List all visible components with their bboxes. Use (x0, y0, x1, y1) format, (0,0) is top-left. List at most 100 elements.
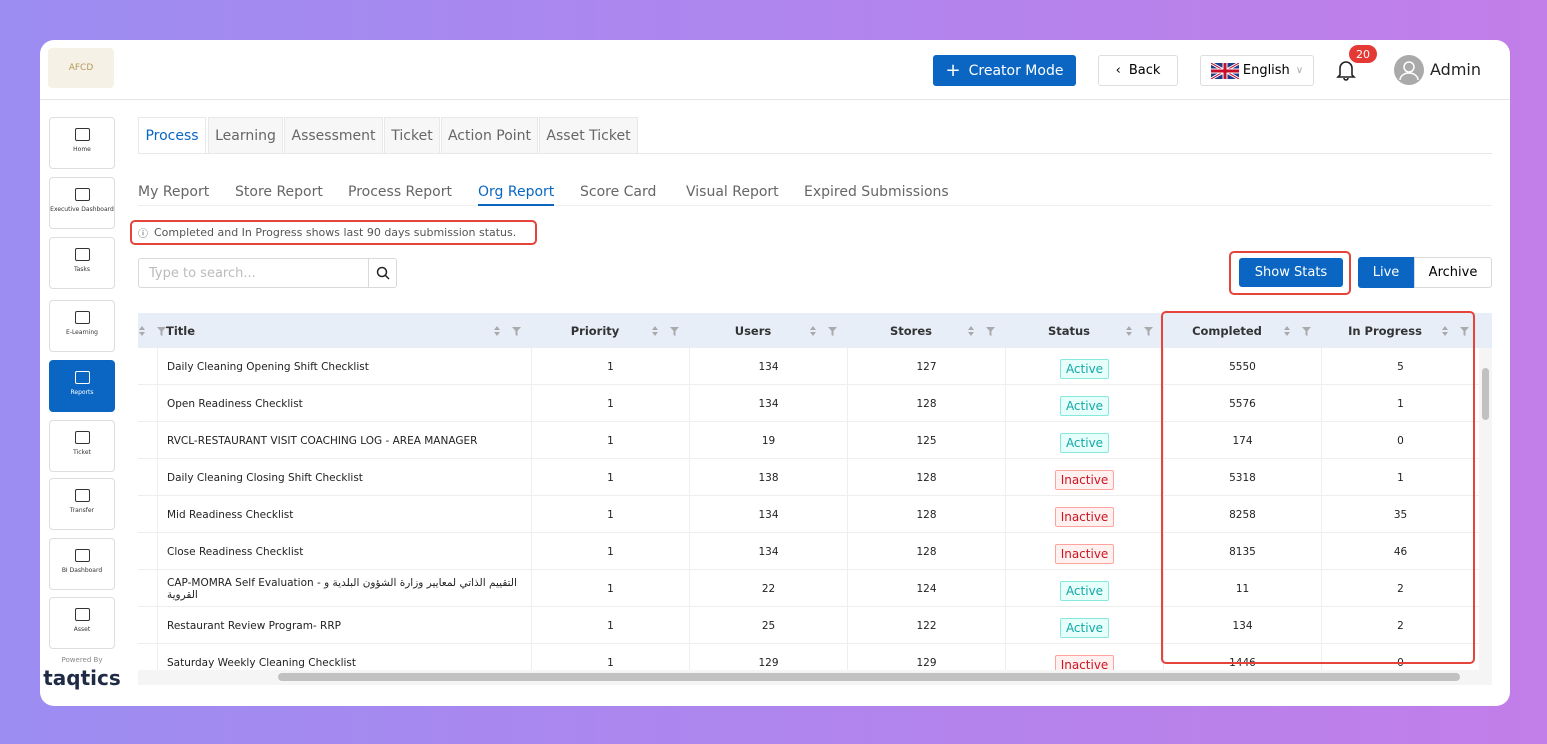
status-badge: Inactive (1054, 506, 1115, 527)
show-stats-button[interactable]: Show Stats (1239, 258, 1343, 287)
sort-filter-icons[interactable] (138, 325, 168, 337)
column-header: Stores (890, 323, 932, 338)
table-row: Close Readiness Checklist 1 134 128 Inactive… (138, 533, 1479, 570)
table-cell: 138 (689, 459, 847, 496)
tab[interactable]: Learning (208, 117, 283, 154)
search-box[interactable]: Type to search... (138, 258, 397, 288)
tab[interactable]: Assessment (284, 117, 383, 154)
status-badge: Inactive (1054, 654, 1115, 670)
table-row: Saturday Weekly Cleaning Checklist 1 129 12… (138, 644, 1479, 670)
sidebar-label: Reports (70, 389, 94, 396)
icon (75, 489, 90, 502)
h-scrollbar[interactable] (138, 670, 1492, 685)
icon (75, 188, 90, 201)
table-cell: 134 (1163, 607, 1321, 644)
table-row: Daily Cleaning Closing Shift Checklist 1 1… (138, 459, 1479, 496)
icon (75, 431, 90, 444)
creator-mode-button[interactable]: + Creator Mode (933, 55, 1076, 86)
search-icon[interactable] (368, 259, 397, 287)
subtab[interactable]: Store Report (235, 184, 323, 200)
table-cell: 1 (531, 644, 689, 670)
back-button[interactable]: ‹ Back (1098, 55, 1178, 86)
header: AFCD + Creator Mode ‹ Back English ∨ 20 Adm… (40, 40, 1510, 100)
powered-by: Powered By (61, 656, 103, 664)
sidebar-item[interactable]: Tasks (49, 237, 115, 289)
archive-toggle[interactable]: Archive (1414, 257, 1492, 288)
tab[interactable]: Process (138, 117, 206, 154)
sidebar-label: Executive Dashboard (50, 206, 114, 213)
table-cell: Daily Cleaning Opening Shift Checklist (157, 348, 531, 385)
v-scrollbar[interactable] (1479, 348, 1492, 670)
scroll-thumb[interactable] (278, 673, 1460, 681)
sort-filter-icons[interactable] (1441, 325, 1471, 337)
label: Creator Mode (968, 62, 1064, 79)
sidebar-item[interactable]: Executive Dashboard (49, 177, 115, 229)
tab[interactable]: Asset Ticket (539, 117, 638, 154)
column-header: Users (734, 323, 772, 338)
sort-filter-icons[interactable] (1283, 325, 1313, 337)
sort-filter-icons[interactable] (967, 325, 997, 337)
sidebar-item[interactable]: Transfer (49, 478, 115, 530)
table-row: Restaurant Review Program- RRP 1 25 122 Acti… (138, 607, 1479, 644)
table-cell: CAP-MOMRA Self Evaluation - التقييم الذا… (157, 570, 531, 607)
sort-filter-icons[interactable] (1125, 325, 1155, 337)
sidebar-item[interactable]: BI Dashboard (49, 538, 115, 590)
table-cell: 1 (531, 422, 689, 459)
notice-text: Completed and In Progress shows last 90 … (154, 226, 517, 239)
live-toggle[interactable]: Live (1358, 257, 1414, 288)
status-badge: Active (1059, 395, 1110, 416)
sidebar-label: Ticket (73, 449, 91, 456)
avatar[interactable] (1394, 55, 1424, 85)
status-badge: Inactive (1054, 469, 1115, 490)
icon (75, 549, 90, 562)
scroll-thumb[interactable] (1482, 368, 1489, 420)
table-cell: 5550 (1163, 348, 1321, 385)
column-header: Completed (1192, 323, 1262, 338)
sidebar-item[interactable]: Home (49, 117, 115, 169)
table-cell: 1 (531, 385, 689, 422)
table-cell: 2 (1321, 607, 1479, 644)
table-cell: Inactive (1005, 644, 1163, 670)
column-header: Status (1047, 323, 1091, 338)
subtab[interactable]: My Report (138, 184, 210, 200)
sidebar-item[interactable]: Ticket (49, 420, 115, 472)
table-cell: 122 (847, 607, 1005, 644)
table-cell: 0 (1321, 422, 1479, 459)
table-cell: Restaurant Review Program- RRP (157, 607, 531, 644)
subtab[interactable]: Visual Report (686, 184, 779, 200)
table-cell: 22 (689, 570, 847, 607)
table-cell: 125 (847, 422, 1005, 459)
flag (1210, 62, 1239, 79)
label: English (1242, 63, 1290, 78)
sidebar: Powered By taqtics Home Executive Dashboa… (40, 100, 130, 706)
status-badge: Active (1059, 432, 1110, 453)
table-cell: 11 (1163, 570, 1321, 607)
bell-icon[interactable] (1336, 59, 1356, 81)
table-row: Daily Cleaning Opening Shift Checklist 1 1… (138, 348, 1479, 385)
language-select[interactable]: English ∨ (1200, 55, 1314, 86)
sidebar-item[interactable]: E-Learning (49, 300, 115, 352)
table-cell: Active (1005, 422, 1163, 459)
sort-filter-icons[interactable] (651, 325, 681, 337)
tab[interactable]: Ticket (384, 117, 440, 154)
sort-filter-icons[interactable] (809, 325, 839, 337)
user-name[interactable]: Admin (1430, 60, 1481, 79)
search-placeholder: Type to search... (149, 266, 256, 281)
table-cell: Inactive (1005, 533, 1163, 570)
table-cell: Mid Readiness Checklist (157, 496, 531, 533)
subtab[interactable]: Score Card (580, 184, 657, 200)
sidebar-item[interactable]: Reports (49, 360, 115, 412)
column-header: In Progress (1348, 323, 1422, 338)
subtab[interactable]: Org Report (478, 174, 555, 206)
tab[interactable]: Action Point (441, 117, 538, 154)
table-cell: Active (1005, 385, 1163, 422)
table-cell: 5576 (1163, 385, 1321, 422)
subtab[interactable]: Expired Submissions (804, 184, 949, 200)
icon (75, 371, 90, 384)
sidebar-item[interactable]: Asset (49, 597, 115, 649)
sort-filter-icons[interactable] (493, 325, 523, 337)
subtab[interactable]: Process Report (348, 184, 452, 200)
icon: ‹ (1115, 63, 1121, 78)
table-cell: 1 (531, 348, 689, 385)
